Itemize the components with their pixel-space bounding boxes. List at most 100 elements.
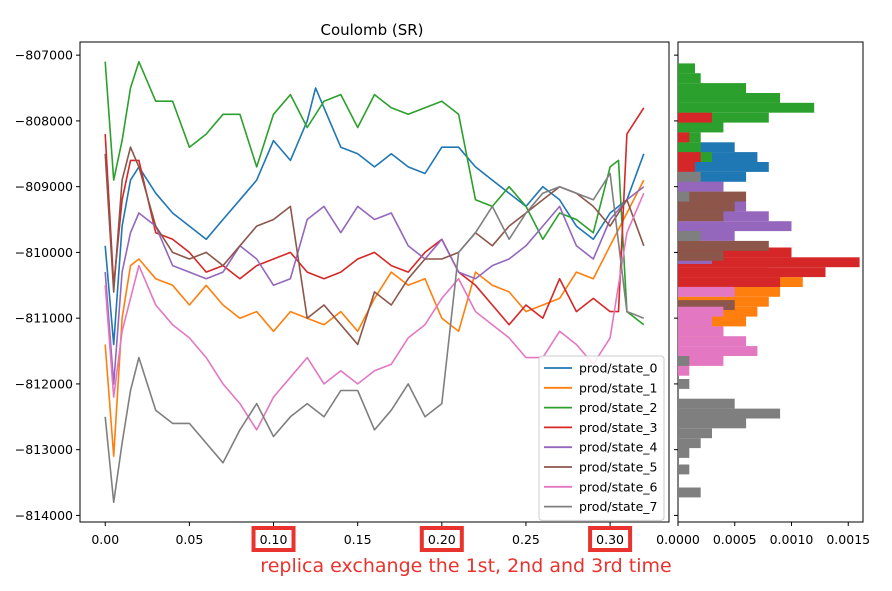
- histogram-bar-6: [678, 346, 758, 356]
- histogram-bar-7: [678, 379, 690, 389]
- histogram-x-axis: 0.0000 0.0005 0.0010 0.0015: [656, 522, 870, 547]
- histogram-bar-2: [678, 132, 701, 143]
- y-tick-label: −812000: [15, 376, 73, 391]
- legend-label: prod/state_4: [579, 440, 658, 455]
- histogram-bar-7: [678, 487, 701, 498]
- histogram-bar-6: [678, 336, 747, 347]
- histogram-bar-7: [678, 438, 701, 449]
- histogram-bar-7: [678, 408, 781, 419]
- histogram-bars: [678, 63, 860, 498]
- histogram-bar-2: [678, 122, 724, 133]
- histogram-bar-6: [678, 316, 712, 327]
- exchange-highlight-box: [588, 526, 633, 552]
- legend-label: prod/state_7: [579, 499, 657, 514]
- histogram-bar-5: [678, 300, 735, 310]
- histogram-bar-2: [678, 73, 701, 84]
- histogram-bar-7: [678, 418, 747, 429]
- histogram-bar-5: [678, 191, 747, 202]
- histogram-bar-3: [678, 277, 781, 287]
- legend-label: prod/state_5: [579, 460, 657, 475]
- legend-label: prod/state_6: [579, 479, 658, 494]
- series-line-5: [104, 146, 645, 346]
- series-line-4: [104, 186, 645, 385]
- histogram-bar-6: [678, 365, 690, 376]
- histogram-y-axis: [674, 54, 678, 516]
- x-tick-label: 0.00: [91, 532, 119, 547]
- legend-box: [538, 355, 665, 521]
- histogram-bar-3: [678, 247, 792, 258]
- histogram-bar-3: [678, 267, 826, 278]
- legend-label: prod/state_3: [579, 420, 657, 435]
- x-tick-label: 0.20: [428, 532, 456, 547]
- histogram-bar-7: [678, 428, 712, 439]
- histogram-bar-7: [678, 398, 735, 409]
- histogram-bar-3: [678, 152, 701, 162]
- histogram-x-tick-label: 0.0005: [713, 532, 757, 547]
- histogram-bar-6: [678, 306, 724, 317]
- x-tick-label: 0.10: [260, 532, 288, 547]
- y-tick-label: −810000: [15, 245, 73, 260]
- histogram-bar-4: [678, 231, 735, 241]
- histogram-bar-7: [678, 191, 690, 202]
- series-line-3: [104, 107, 645, 326]
- y-tick-label: −808000: [15, 113, 73, 128]
- annotation-text: replica exchange the 1st, 2nd and 3rd ti…: [260, 555, 671, 577]
- histogram-bar-0: [678, 142, 735, 153]
- histogram-bar-7: [678, 231, 701, 241]
- histogram-bar-5: [678, 211, 724, 222]
- y-tick-label: −814000: [15, 508, 73, 523]
- histogram-x-tick-label: 0.0010: [770, 532, 814, 547]
- x-tick-label: 0.05: [175, 532, 203, 547]
- exchange-highlight-box: [251, 526, 296, 552]
- histogram-bar-3: [678, 162, 695, 172]
- histogram-bar-5: [678, 250, 724, 261]
- histogram-bar-6: [678, 326, 724, 337]
- x-tick-label: 0.15: [344, 532, 372, 547]
- histogram-bar-0: [678, 171, 747, 182]
- y-tick-label: −807000: [15, 48, 73, 63]
- histogram-bar-4: [678, 181, 724, 192]
- legend: prod/state_0 prod/state_1 prod/state_2prod…: [538, 355, 665, 521]
- x-tick-label: 0.25: [512, 532, 540, 547]
- legend-label: prod/state_2: [579, 400, 657, 415]
- histogram-bar-2: [678, 63, 695, 74]
- histogram-bar-3: [678, 257, 860, 268]
- histogram-bar-7: [678, 464, 690, 475]
- histogram-bar-0: [678, 162, 769, 172]
- exchange-highlight-box: [419, 526, 464, 552]
- histogram-bar-0: [678, 152, 758, 162]
- histogram-bar-6: [678, 356, 724, 366]
- histogram-bar-2: [678, 93, 781, 103]
- series-line-7: [104, 172, 645, 504]
- histogram-bar-2: [678, 102, 815, 113]
- histogram-bar-6: [678, 286, 735, 297]
- histogram-bar-7: [678, 171, 701, 182]
- histogram-bar-3: [678, 132, 690, 143]
- series-line-0: [104, 87, 645, 346]
- histogram-bar-5: [678, 201, 735, 212]
- histogram-bar-3: [678, 112, 712, 123]
- legend-label: prod/state_1: [579, 380, 657, 395]
- chart-title: Coulomb (SR): [320, 21, 423, 39]
- histogram-bar-2: [678, 142, 701, 153]
- histogram-x-tick-label: 0.0015: [826, 532, 870, 547]
- y-tick-label: −811000: [15, 311, 73, 326]
- x-axis: 0.00 0.05 0.10 0.15 0.20 0.25 0.30: [91, 522, 633, 552]
- histogram-bar-1: [678, 316, 747, 327]
- main-line-chart: Coulomb (SR) −807000 −808000 −809000 −81000…: [15, 21, 670, 552]
- y-axis: −807000 −808000 −809000 −810000 −811000 −8120…: [15, 48, 80, 523]
- series-lines: [104, 60, 645, 504]
- histogram-bar-5: [678, 240, 769, 251]
- histogram-bar-2: [678, 83, 747, 93]
- legend-label: prod/state_0: [579, 361, 658, 376]
- series-line-1: [104, 179, 645, 458]
- series-line-6: [104, 192, 645, 431]
- y-tick-label: −813000: [15, 442, 73, 457]
- histogram-bar-7: [678, 356, 690, 366]
- x-tick-label: 0.30: [596, 532, 624, 547]
- histogram-bar-4: [678, 221, 792, 232]
- histogram-bar-2: [678, 112, 769, 123]
- histogram-x-tick-label: 0.0000: [656, 532, 700, 547]
